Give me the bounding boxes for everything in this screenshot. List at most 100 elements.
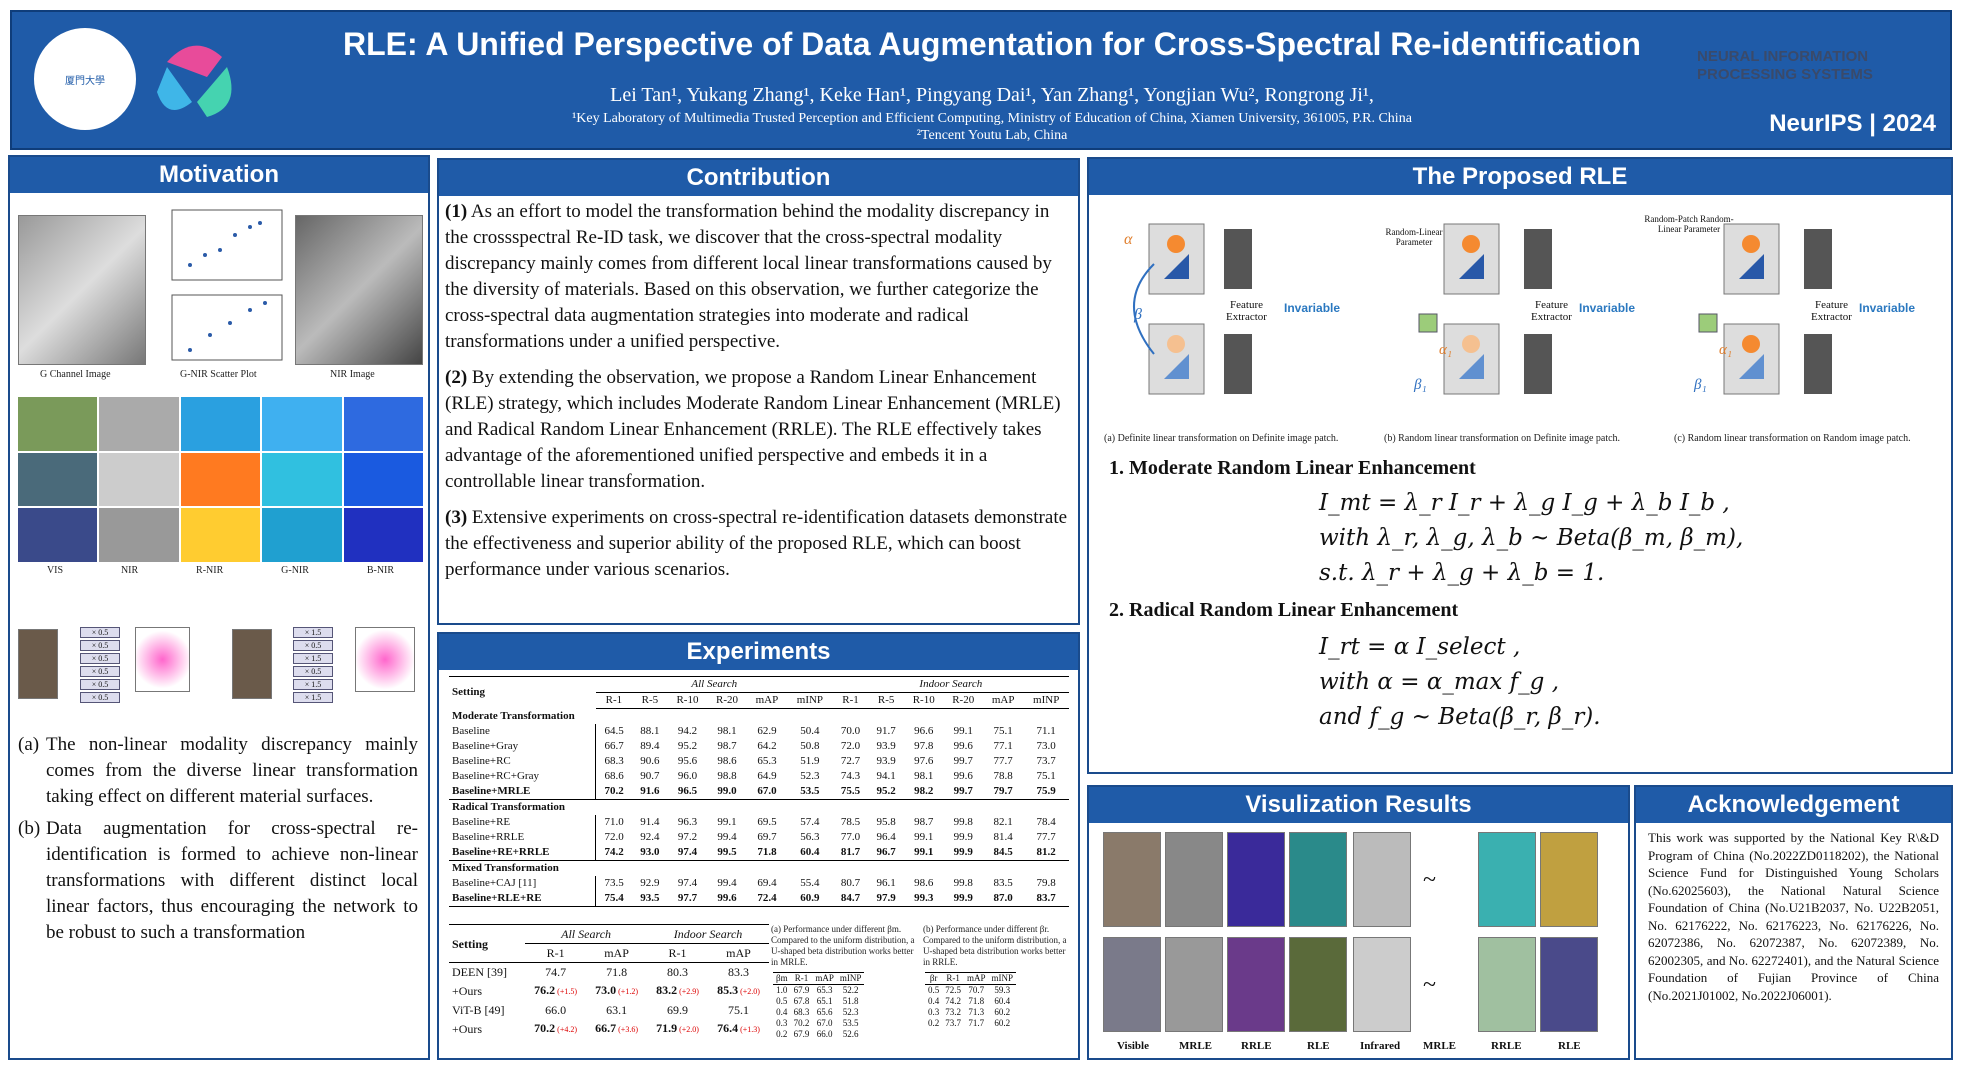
table-cell: 0.4 (928, 996, 940, 1006)
table-cell: 78.8 (993, 770, 1013, 782)
table-cell: 99.3 (903, 891, 944, 907)
affiliation-1: ¹Key Laboratory of Multimedia Trusted Pe… (572, 111, 1412, 126)
scale-item: × 1.5 (293, 653, 333, 664)
table-cell: 52.6 (842, 1029, 859, 1039)
table-row: Baseline+CAJ [11] 73.5 92.9 97.4 99.4 69.4 55.… (449, 876, 1069, 891)
table-section-row: Radical Transformation (449, 799, 1069, 815)
table-cell: 94.1 (876, 770, 896, 782)
table-header-cell: mINP (787, 692, 833, 709)
table-cell: 73.7 (945, 1018, 961, 1028)
table-cell: 66.0 (545, 1003, 567, 1017)
table-cell: 98.2 (914, 785, 934, 797)
table-cell: 0.3 (928, 1007, 940, 1017)
table-header-cell: All Search (595, 676, 833, 693)
vis-label: Infrared (1360, 1040, 1401, 1052)
table-cell: 75.1 (1036, 770, 1056, 782)
table-cell: 69.7 (757, 831, 777, 843)
university-seal-logo: 厦門大學 (34, 28, 136, 130)
table-cell: 0.5 (928, 985, 940, 995)
table-header-cell: R-5 (868, 692, 904, 709)
table-cell: 71.8 (968, 996, 985, 1006)
vis-mrle-2 (1165, 937, 1223, 1032)
eq-line: I_mt = λ_r I_r + λ_g I_g + λ_b I_b , (1319, 490, 1730, 516)
rle-diagram-b: α₁ β₁ (1413, 223, 1552, 395)
table-header-cell: βm (773, 972, 791, 985)
table-cell: 0.2 (928, 1018, 940, 1028)
table-row: 0.3 70.2 67.0 53.5 (773, 1018, 864, 1029)
scale-item: × 0.5 (293, 666, 333, 677)
svg-text:β₁: β₁ (1413, 377, 1427, 393)
table-cell: 84.5 (993, 846, 1013, 858)
table-cell: 80.7 (840, 877, 861, 889)
table-cell: 99.0 (717, 785, 737, 797)
vis-infrared-1 (1353, 832, 1411, 927)
vis-rrle-1 (1227, 832, 1285, 927)
eq-line: with λ_r, λ_g, λ_b ~ Beta(β_m, β_m), (1319, 525, 1744, 551)
eq-line: and f_g ~ Beta(β_r, β_r). (1319, 704, 1601, 730)
table-cell: 63.1 (606, 1003, 628, 1017)
table-cell: 72.7 (840, 755, 861, 767)
table-cell: 82.1 (993, 816, 1013, 828)
beta-a-caption: (a) Performance under different βm. Comp… (771, 924, 915, 967)
feature-label-b: Feature Extractor (1531, 299, 1572, 323)
svg-text:α₁: α₁ (1439, 342, 1452, 358)
table-cell: 95.2 (876, 785, 896, 797)
table-cell: 85.3 (+2.0) (717, 983, 760, 997)
grid-labels: VIS NIR R-NIR G-NIR B-NIR (18, 565, 423, 576)
table-row: Baseline+RE 71.0 91.4 96.3 99.1 69.5 57.4 78.5 9… (449, 815, 1069, 830)
table-cell: 77.7 (993, 755, 1013, 767)
table-cell: 98.7 (717, 740, 737, 752)
visualization-panel: Visulization Results ~ ~ Visible MRLE RR… (1087, 785, 1630, 1060)
scatter-plot (171, 209, 283, 361)
lab-logo (157, 45, 232, 117)
proposed-rle-panel: The Proposed RLE α β Feature Extractor I… (1087, 157, 1953, 774)
tsne-plot-2 (355, 627, 415, 692)
table-cell: 95.8 (876, 816, 896, 828)
item-tag: (a) (18, 734, 40, 755)
table-row: DEEN [39] 74.7 71.8 80.3 83.3 (449, 963, 769, 982)
table-header-cell: Setting (449, 924, 526, 963)
scale-item: × 0.5 (80, 627, 120, 638)
table-cell: 70.7 (968, 985, 985, 995)
item-text: By extending the observation, we propose… (445, 367, 1061, 492)
table-cell: 71.0 (604, 816, 624, 828)
item-text: Data augmentation for cross-spectral re-… (46, 818, 418, 943)
vis-label: RRLE (1491, 1040, 1522, 1052)
table-cell: 60.9 (787, 891, 833, 907)
table-header-cell: mAP (746, 692, 788, 709)
table-cell: 51.8 (842, 996, 859, 1006)
table-cell: 72.0 (840, 740, 861, 752)
table-cell: 96.5 (677, 785, 698, 797)
table-header-row: R-1 mAP R-1 mAP (449, 943, 769, 963)
table-header-cell: Indoor Search (647, 924, 769, 944)
table-header-cell: R-1 (525, 943, 587, 963)
table-cell: 65.1 (816, 996, 833, 1006)
person-crop-1 (18, 629, 58, 699)
table-cell: 59.3 (994, 985, 1011, 995)
table-cell: 71.1 (1036, 725, 1056, 737)
table-cell: 73.0 (1036, 740, 1056, 752)
table-section-row: Mixed Transformation (449, 860, 1069, 876)
table-cell: 99.5 (717, 846, 737, 858)
table-cell: 96.1 (876, 877, 896, 889)
table-cell: 93.5 (632, 891, 668, 907)
table-cell: 70.2 (793, 1018, 810, 1028)
table-row: 0.2 73.7 71.7 60.2 (925, 1018, 1016, 1029)
table-cell: 88.1 (640, 725, 660, 737)
table-cell: 96.7 (876, 846, 896, 858)
vis-label: Visible (1117, 1040, 1149, 1052)
vis-rle-1 (1289, 832, 1347, 927)
acknowledgement-title: Acknowledgement (1636, 787, 1951, 823)
table-cell: 79.7 (993, 785, 1013, 797)
vis-grid: ~ ~ (1103, 832, 1618, 1032)
beta-b-caption: (b) Performance under different βr. Comp… (923, 924, 1067, 967)
table-cell: 51.9 (800, 755, 820, 767)
vis-rrle-ir-2 (1478, 937, 1536, 1032)
table-header-cell: mAP (982, 692, 1024, 709)
svg-text:α: α (1124, 231, 1133, 248)
table-row: 0.5 67.8 65.1 51.8 (773, 996, 864, 1007)
table-cell: +Ours (452, 984, 483, 998)
table-cell: 91.4 (640, 816, 660, 828)
nir-image (295, 215, 423, 365)
table-cell: 81.7 (840, 846, 861, 858)
